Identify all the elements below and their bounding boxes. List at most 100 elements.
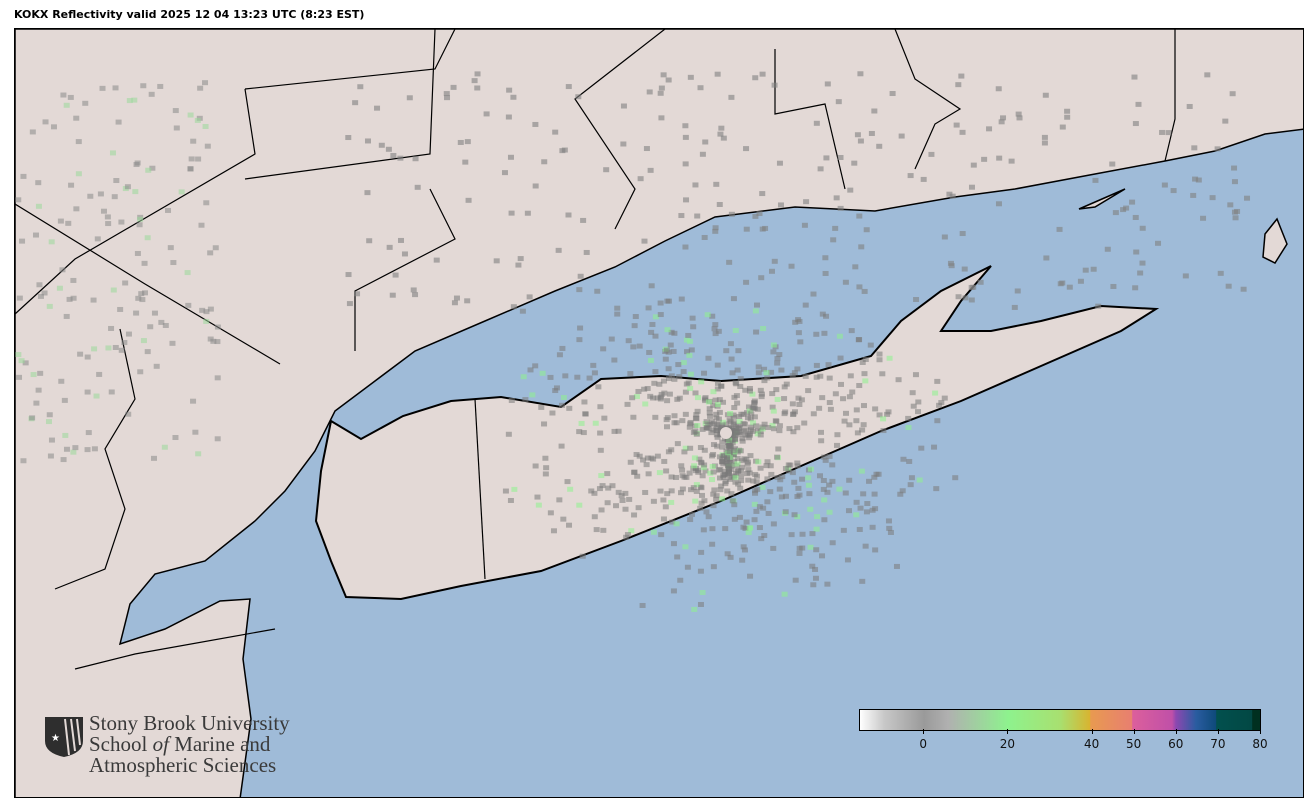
radar-pixel [1214,146,1221,152]
radar-pixel [202,123,209,129]
radar-pixel [133,310,140,316]
radar-pixel [770,426,777,432]
radar-pixel [1110,283,1117,289]
radar-pixel [745,467,752,473]
radar-pixel [718,425,725,431]
radar-pixel [67,94,74,100]
radar-pixel [210,338,217,344]
radar-pixel [1000,115,1007,121]
radar-pixel [737,448,744,454]
radar-pixel [694,408,701,414]
radar-pixel [764,375,771,381]
radar-pixel [748,424,755,430]
radar-pixel [809,531,816,537]
radar-pixel [794,425,801,431]
radar-pixel [94,236,101,242]
radar-pixel [895,377,902,383]
radar-pixel [706,406,713,412]
radar-pixel [532,183,539,189]
radar-pixel [397,237,404,243]
radar-pixel [722,526,729,532]
radar-pixel [73,206,80,212]
radar-pixel [214,436,221,442]
radar-pixel [184,270,191,276]
radar-pixel [833,195,840,201]
radar-pixel [694,423,701,429]
radar-pixel [729,440,736,446]
radar-map[interactable]: ★ Stony Brook University School of Marin… [14,28,1304,798]
radar-pixel [543,465,550,471]
radar-pixel [774,454,781,460]
radar-pixel [214,339,221,345]
radar-pixel [794,463,801,469]
radar-pixel [860,422,867,428]
radar-pixel [868,130,875,136]
radar-pixel [50,124,57,130]
radar-pixel [185,302,192,308]
radar-pixel [771,82,778,88]
radar-pixel [758,391,765,397]
radar-pixel [813,547,820,553]
radar-pixel [109,150,116,156]
radar-pixel [1077,278,1084,284]
radar-pixel [32,232,39,238]
radar-pixel [576,337,583,343]
radar-pixel [693,482,700,488]
radar-pixel [668,373,675,379]
radar-pixel [753,479,760,485]
radar-pixel [819,311,826,317]
radar-pixel [759,424,766,430]
radar-pixel [386,244,393,250]
radar-pixel [576,287,583,293]
radar-pixel [204,143,211,149]
radar-pixel [1209,195,1216,201]
radar-pixel [739,464,746,470]
radar-pixel [750,478,757,484]
radar-pixel [608,336,615,342]
radar-pixel [761,378,768,384]
radar-pixel [664,415,671,421]
radar-pixel [698,500,705,506]
radar-pixel [760,505,767,511]
radar-pixel [652,369,659,375]
radar-pixel [814,514,821,520]
radar-pixel [788,263,795,269]
radar-pixel [586,375,593,381]
radar-pixel [36,282,43,288]
radar-pixel [876,357,883,363]
radar-pixel [731,420,738,426]
radar-pixel [705,514,712,520]
radar-pixel [738,478,745,484]
radar-pixel [776,352,783,358]
radar-pixel [710,402,717,408]
radar-pixel [821,517,828,523]
radar-pixel [885,518,892,524]
radar-pixel [657,90,664,96]
radar-pixel [643,462,650,468]
radar-pixel [654,453,661,459]
radar-pixel [751,414,758,420]
radar-pixel [611,357,618,363]
radar-pixel [758,275,765,281]
radar-pixel [683,197,690,203]
radar-pixel [708,430,715,436]
colorbar-tick-label: 60 [1168,737,1184,751]
radar-pixel [542,471,549,477]
radar-pixel [1231,165,1238,171]
radar-pixel [706,410,713,416]
radar-pixel [732,380,739,386]
radar-pixel [704,312,711,318]
radar-pixel [846,477,853,483]
radar-pixel [635,388,642,394]
radar-pixel [846,422,853,428]
radar-pixel [501,170,508,176]
radar-pixel [734,400,741,406]
radar-pixel [195,156,202,162]
radar-pixel [696,456,703,462]
radar-pixel [148,91,155,97]
radar-pixel [962,295,969,301]
radar-pixel [840,396,847,402]
radar-pixel [690,429,697,435]
radar-pixel [710,564,717,570]
radar-pixel [768,268,775,274]
